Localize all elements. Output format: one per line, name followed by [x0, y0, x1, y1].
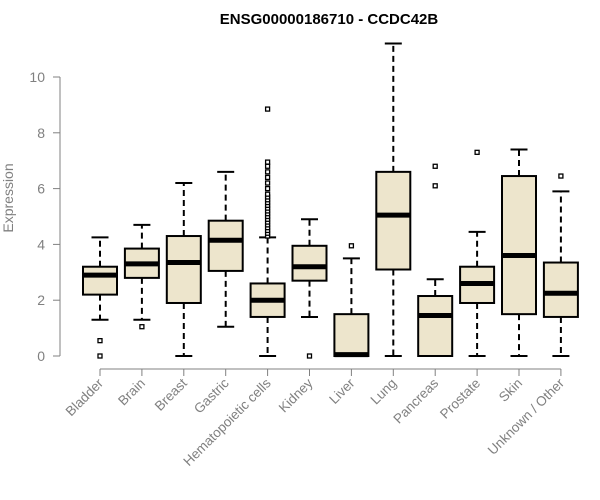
outlier-point: [432, 163, 438, 169]
iqr-box: [542, 261, 579, 318]
outlier-point: [474, 149, 480, 155]
box-pancreas: [417, 163, 454, 358]
box-bladder: [82, 236, 118, 359]
chart-title: ENSG00000186710 - CCDC42B: [220, 11, 439, 28]
x-tick-label: Gastric: [191, 375, 232, 416]
x-tick-label: Breast: [152, 375, 190, 413]
iqr-box: [375, 170, 412, 271]
boxes-group: [82, 42, 579, 359]
outlier-point: [264, 163, 271, 169]
outlier-point: [264, 106, 271, 112]
outlier-point: [97, 353, 103, 359]
box-hematopoietic-cells: [249, 106, 286, 357]
box-gastric: [207, 170, 244, 328]
y-axis: 0 2 4 6 8 10: [29, 69, 61, 364]
outlier-point: [264, 174, 271, 181]
x-tick-label: Brain: [115, 376, 148, 409]
x-tick-label: Bladder: [63, 375, 107, 419]
x-tick-label: Liver: [326, 375, 358, 407]
outlier-point: [558, 173, 564, 179]
iqr-box: [291, 244, 328, 282]
iqr-box: [165, 235, 202, 304]
x-tick-label: Kidney: [276, 375, 316, 415]
outlier-point: [139, 324, 145, 330]
iqr-box: [417, 295, 454, 358]
outlier-point: [348, 243, 355, 249]
x-tick-label: Skin: [496, 376, 525, 405]
iqr-box: [82, 265, 118, 296]
box-brain: [123, 223, 160, 330]
outlier-point: [264, 191, 271, 197]
x-tick-label: Prostate: [437, 376, 483, 422]
outlier-point: [306, 353, 313, 359]
box-kidney: [291, 218, 328, 359]
iqr-box: [207, 219, 244, 272]
box-liver: [333, 243, 370, 358]
y-tick-label: 2: [37, 292, 45, 308]
box-lung: [375, 42, 412, 357]
y-tick-label: 0: [37, 348, 45, 364]
outlier-point: [264, 180, 271, 186]
outlier-point: [264, 169, 271, 175]
y-tick-label: 8: [37, 125, 45, 141]
outlier-point: [432, 183, 438, 189]
box-skin: [501, 148, 537, 357]
outlier-point: [264, 185, 271, 192]
y-tick-label: 10: [29, 69, 45, 85]
iqr-box: [333, 313, 370, 357]
outlier-point: [264, 159, 271, 165]
box-prostate: [459, 149, 496, 357]
box-unknown-other: [542, 173, 579, 357]
x-tick-label: Unknown / Other: [485, 375, 568, 458]
y-axis-label: Expression: [0, 163, 16, 232]
x-tick-label: Lung: [368, 376, 400, 408]
iqr-box: [501, 175, 537, 316]
y-tick-label: 6: [37, 181, 45, 197]
outlier-point: [97, 338, 103, 344]
y-tick-label: 4: [37, 236, 45, 252]
box-breast: [165, 182, 202, 357]
x-tick-label: Pancreas: [390, 375, 441, 426]
